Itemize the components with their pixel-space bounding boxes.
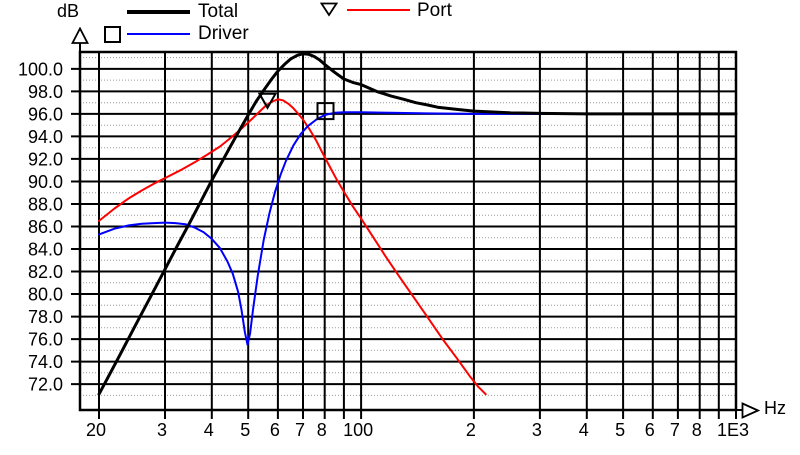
y-tick-label: 90.0 (28, 172, 63, 192)
port-marker-icon (320, 2, 338, 17)
y-tick-label: 76.0 (28, 330, 63, 350)
x-tick-label: 5 (240, 420, 250, 440)
driver-legend-line (127, 33, 190, 35)
y-tick-label: 82.0 (28, 262, 63, 282)
x-tick-label: 6 (270, 420, 280, 440)
x-tick-label: 7 (295, 420, 305, 440)
x-tick-label: 6 (645, 420, 655, 440)
y-axis-arrow-icon (71, 27, 89, 44)
port-curve (98, 98, 487, 396)
port-legend-line (347, 9, 410, 11)
y-tick-label: 100.0 (18, 59, 63, 79)
total-curve (97, 52, 738, 396)
driver-legend-label: Driver (198, 23, 249, 44)
x-tick-label: 4 (579, 420, 589, 440)
y-tick-label: 88.0 (28, 195, 63, 215)
total-legend-label: Total (198, 1, 239, 22)
y-tick-label: 96.0 (28, 104, 63, 124)
y-tick-label: 92.0 (28, 149, 63, 169)
x-tick-label: 100 (343, 420, 373, 440)
y-tick-label: 72.0 (28, 375, 63, 395)
x-tick-label: 5 (615, 420, 625, 440)
port-point-marker (257, 92, 278, 110)
y-tick-label: 86.0 (28, 217, 63, 237)
x-axis-arrow-icon (741, 402, 760, 419)
total-legend-line (127, 10, 190, 14)
x-tick-label: 4 (204, 420, 214, 440)
x-tick-label: 8 (317, 420, 327, 440)
x-tick-label: 20 (86, 420, 106, 440)
x-tick-label: 2 (466, 420, 476, 440)
y-tick-label: 74.0 (28, 352, 63, 372)
y-tick-label: 98.0 (28, 82, 63, 102)
driver-point-marker (316, 102, 335, 121)
y-tick-label: 94.0 (28, 127, 63, 147)
y-axis-title: dB (57, 1, 80, 21)
port-legend-label: Port (417, 0, 452, 21)
x-tick-label: 3 (532, 420, 542, 440)
y-tick-label: 80.0 (28, 285, 63, 305)
driver-curve (98, 111, 737, 346)
x-tick-label: 8 (692, 420, 702, 440)
x-tick-label: 1E3 (717, 420, 749, 440)
y-tick-label: 78.0 (28, 307, 63, 327)
driver-marker-icon (104, 26, 121, 43)
y-tick-label: 84.0 (28, 240, 63, 260)
x-tick-label: 3 (157, 420, 167, 440)
plot-frame (78, 50, 738, 412)
x-axis-title: Hz (764, 398, 786, 418)
x-tick-label: 7 (670, 420, 680, 440)
